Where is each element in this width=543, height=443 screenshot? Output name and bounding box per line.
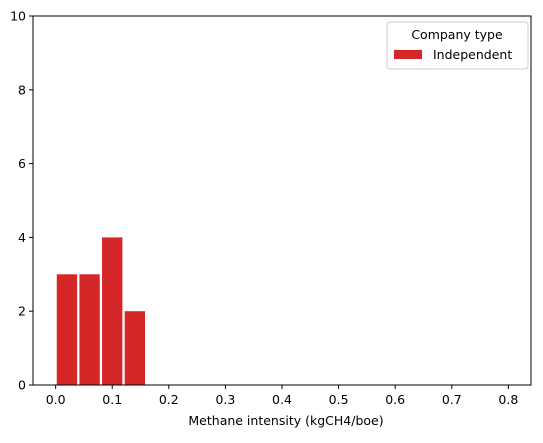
x-tick-label-5: 0.5 xyxy=(329,392,349,407)
axes-layer: 0.0 0.1 0.2 0.3 0.4 0.5 0.6 0.7 0.8 0 2 4 6 8 10 xyxy=(10,9,532,407)
bar-1 xyxy=(79,274,100,385)
legend: Company type Independent xyxy=(386,21,529,70)
bar-2 xyxy=(102,237,123,385)
x-axis-title: Methane intensity (kgCH4/boe) xyxy=(188,413,383,428)
bars-layer xyxy=(56,237,146,385)
y-tick-label-1: 2 xyxy=(18,304,26,319)
legend-swatch-independent xyxy=(394,50,422,59)
y-tick-label-3: 6 xyxy=(18,156,26,171)
x-tick-label-2: 0.2 xyxy=(159,392,179,407)
x-tick-label-6: 0.6 xyxy=(385,392,405,407)
x-tick-label-0: 0.0 xyxy=(46,392,66,407)
x-tick-label-7: 0.7 xyxy=(442,392,462,407)
bar-0 xyxy=(56,274,78,385)
legend-title: Company type xyxy=(411,27,503,42)
y-tick-label-2: 4 xyxy=(18,230,26,245)
legend-frame xyxy=(386,21,529,70)
legend-label-independent: Independent xyxy=(433,47,512,62)
y-tick-label-5: 10 xyxy=(10,9,26,24)
bar-3 xyxy=(124,311,146,385)
y-tick-label-0: 0 xyxy=(18,378,26,393)
y-tick-label-4: 8 xyxy=(18,82,26,97)
x-tick-label-1: 0.1 xyxy=(102,392,122,407)
x-tick-label-3: 0.3 xyxy=(215,392,235,407)
x-tick-label-8: 0.8 xyxy=(498,392,518,407)
x-tick-label-4: 0.4 xyxy=(272,392,292,407)
